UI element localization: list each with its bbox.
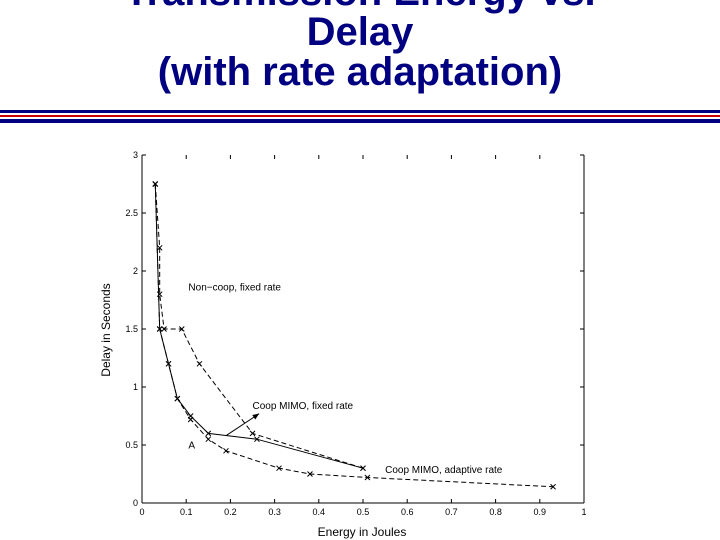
slide-title: Transmission Energy vs. Delay (with rate… <box>0 0 720 92</box>
series-2-marker <box>254 436 260 443</box>
series-3-marker <box>364 474 371 481</box>
title-line-2: Delay <box>306 10 414 54</box>
y-tick-label: 0.5 <box>125 440 138 450</box>
x-tick-label: 0.6 <box>401 507 414 517</box>
x-axis-label: Energy in Joules <box>318 525 407 539</box>
annotation-arrow-line <box>225 413 260 437</box>
series-1-marker <box>249 430 256 437</box>
title-rule-middle <box>0 115 720 117</box>
series-1-marker <box>161 326 167 332</box>
series-3-marker <box>276 465 282 472</box>
series-3-marker <box>550 483 556 490</box>
title-line-3: (with rate adaptation) <box>157 50 563 94</box>
series-line-1 <box>154 183 364 469</box>
series-1-marker <box>156 244 163 251</box>
series-3-marker <box>174 395 181 402</box>
x-tick-label: 0.3 <box>268 507 281 517</box>
x-tick-label: 0.4 <box>313 507 326 517</box>
series-1-marker <box>178 326 185 332</box>
y-tick-label: 1.5 <box>125 324 138 334</box>
y-tick-label: 3 <box>133 150 138 160</box>
annotation-label: Non−coop, fixed rate <box>188 283 281 294</box>
x-tick-label: 0.2 <box>224 507 237 517</box>
series-3-marker <box>307 471 313 477</box>
annotation-arrow-head <box>252 413 260 420</box>
title-line-1: Transmission Energy vs. <box>0 0 720 12</box>
y-tick-label: 2.5 <box>125 208 138 218</box>
y-axis-label: Delay in Seconds <box>99 283 113 376</box>
y-tick-label: 0 <box>133 498 138 508</box>
x-tick-label: 0.5 <box>357 507 370 517</box>
x-tick-label: 0.1 <box>180 507 193 517</box>
x-tick-label: 0.9 <box>534 507 547 517</box>
series-2-marker <box>360 465 366 472</box>
annotation-label: A <box>188 440 195 451</box>
x-tick-label: 0 <box>139 507 144 517</box>
y-tick-label: 2 <box>133 266 138 276</box>
series-3-marker <box>223 447 229 454</box>
series-1-marker <box>156 291 163 298</box>
series-3-marker <box>156 326 163 332</box>
title-rule-bottom <box>0 119 720 123</box>
series-3-marker <box>165 360 172 367</box>
series-3-marker <box>152 181 159 187</box>
series-3-marker <box>205 436 212 443</box>
x-tick-label: 0.8 <box>489 507 502 517</box>
series-1-marker <box>196 360 203 367</box>
series-3-marker <box>187 416 194 423</box>
title-rule-top <box>0 110 720 113</box>
annotation-label: Coop MIMO, fixed rate <box>253 401 354 412</box>
x-tick-label: 1 <box>581 507 586 517</box>
series-line-2 <box>154 183 364 469</box>
y-tick-label: 1 <box>133 382 138 392</box>
x-tick-label: 0.7 <box>445 507 458 517</box>
series-2-marker <box>205 430 212 437</box>
series-line-3 <box>154 183 554 488</box>
annotation-label: Coop MIMO, adaptive rate <box>385 465 503 476</box>
